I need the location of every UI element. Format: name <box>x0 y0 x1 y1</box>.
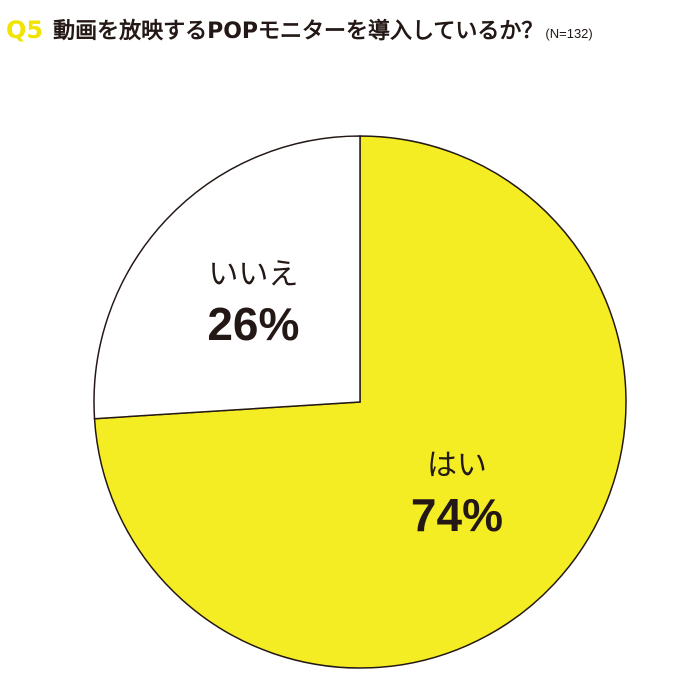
question-number: Q5 <box>6 16 44 44</box>
question-title: 動画を放映するPOPモニターを導入しているか？ <box>53 19 544 44</box>
pie-labels: はい 74% いいえ 26% <box>207 257 503 541</box>
sample-size: (N=132) <box>545 26 593 41</box>
pie-slices <box>93 135 627 669</box>
chart-header: Q5 動画を放映するPOPモニターを導入しているか？ (N=132) <box>6 18 593 43</box>
pie-value-no: 26% <box>207 298 299 350</box>
pie-value-yes: 74% <box>411 489 503 541</box>
pie-label-yes: はい <box>427 448 487 483</box>
pie-label-no: いいえ <box>208 257 298 292</box>
pie-slice-no <box>93 135 361 420</box>
